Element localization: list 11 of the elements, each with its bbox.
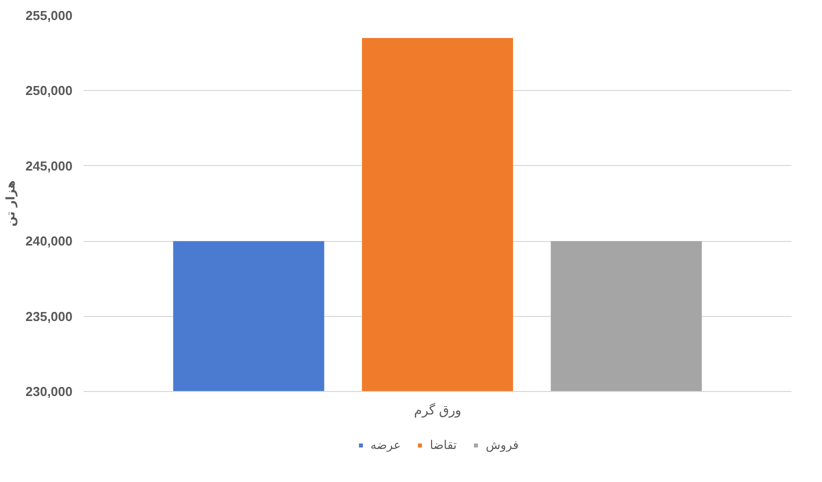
legend-label: فروش [486,438,519,452]
legend-label: عرضه [370,438,401,452]
y-tick-label: 230,000 [26,384,73,399]
y-tick-label: 250,000 [26,83,73,98]
y-axis-title: هزار تن [4,180,18,227]
y-tick-label: 255,000 [26,8,73,23]
y-tick-label: 245,000 [26,158,73,174]
legend-label: تقاضا [430,438,457,452]
x-tick-label: ورق گرم [414,402,461,418]
y-tick-label: 235,000 [26,308,73,324]
y-tick-label: 240,000 [26,234,73,249]
